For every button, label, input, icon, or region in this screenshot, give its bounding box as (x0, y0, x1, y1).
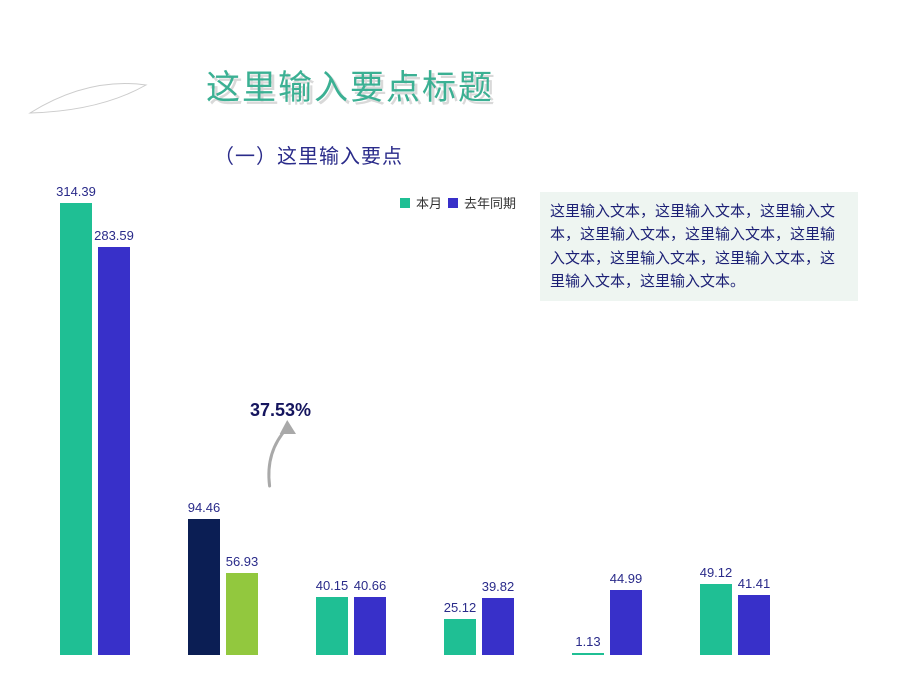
bar-group: 25.12 39.82 (444, 195, 514, 655)
bar (572, 653, 604, 655)
bar-value-label: 56.93 (226, 554, 259, 569)
bar (610, 590, 642, 655)
callout-arrow-icon (263, 420, 307, 490)
bar (316, 597, 348, 655)
bar (700, 584, 732, 655)
bar-group: 40.15 40.66 (316, 195, 386, 655)
callout-percentage: 37.53% (250, 400, 311, 421)
bar (188, 519, 220, 655)
bar-group: 49.12 41.41 (700, 195, 770, 655)
bar (738, 595, 770, 655)
bar-value-label: 94.46 (188, 500, 221, 515)
bar-value-label: 25.12 (444, 600, 477, 615)
section-subtitle: （一）这里输入要点 (214, 140, 403, 169)
bar-value-label: 40.15 (316, 578, 349, 593)
bar (482, 598, 514, 655)
bar-value-label: 49.12 (700, 565, 733, 580)
bar-group: 94.46 56.93 (188, 195, 258, 655)
bar-group: 314.39283.59 (60, 195, 130, 655)
bar-value-label: 40.66 (354, 578, 387, 593)
bar-value-label: 41.41 (738, 576, 771, 591)
bar (444, 619, 476, 655)
bar-group: 1.13 44.99 (572, 195, 642, 655)
bar-value-label: 283.59 (94, 228, 134, 243)
brush-shape (28, 75, 148, 115)
slide: 这里输入要点标题 这里输入要点标题 （一）这里输入要点 本月 去年同期 这里输入… (0, 0, 920, 690)
bar-value-label: 39.82 (482, 579, 515, 594)
bar (354, 597, 386, 655)
bar (226, 573, 258, 655)
bar-chart: 314.39283.59 94.46 56.93 40.15 40.66 25.12 39.… (40, 195, 880, 655)
bar-value-label: 44.99 (610, 571, 643, 586)
bar-value-label: 314.39 (56, 184, 96, 199)
slide-title: 这里输入要点标题 (206, 60, 494, 109)
bar-value-label: 1.13 (575, 634, 600, 649)
bar (60, 203, 92, 655)
bar (98, 247, 130, 655)
